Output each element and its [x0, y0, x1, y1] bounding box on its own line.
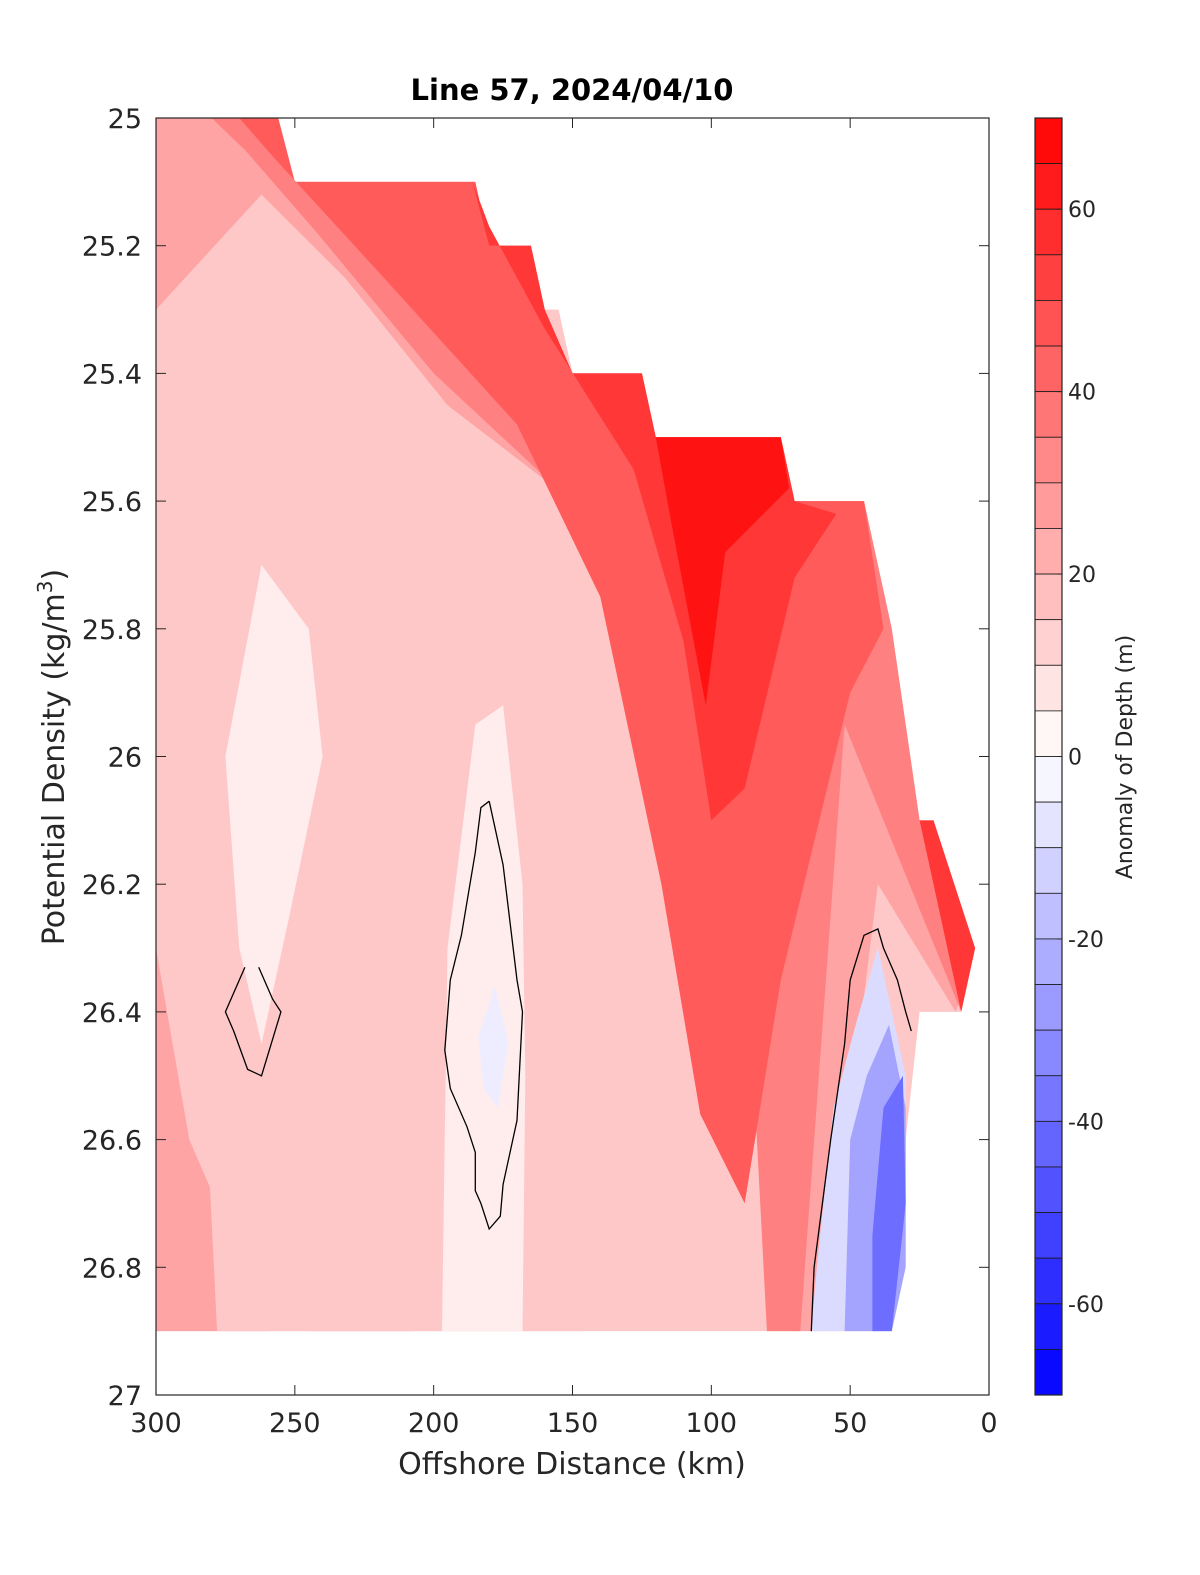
- colorbar-band: [1034, 391, 1063, 438]
- colorbar-tick-label: 40: [1068, 381, 1096, 406]
- colorbar: 60 40 20 0 -20 -40 -60: [1034, 117, 1104, 1396]
- contour-region-17: [872, 1075, 906, 1332]
- colorbar-band: [1034, 345, 1063, 393]
- contour-region-3: [156, 948, 268, 1332]
- y-tick-label: 27: [108, 1381, 142, 1412]
- colorbar-band: [1034, 847, 1063, 894]
- colorbar-band: [1034, 892, 1063, 940]
- contour-region-13: [178, 692, 209, 885]
- y-tick-label: 25.4: [82, 359, 142, 390]
- colorbar-tick-label: -60: [1068, 1293, 1104, 1318]
- colorbar-ticks: 60 40 20 0 -20 -40 -60: [1057, 198, 1104, 1318]
- y-tick-label: 26.4: [82, 998, 142, 1029]
- x-tick-label: 300: [130, 1408, 182, 1439]
- y-axis-label: Potential Density (kg/m3): [33, 569, 72, 945]
- colorbar-band: [1034, 710, 1063, 757]
- zero-contour-lines: [224, 800, 912, 1332]
- filled-contours: [156, 118, 976, 1332]
- colorbar-band: [1034, 1212, 1063, 1259]
- colorbar-bands: [1034, 117, 1063, 1396]
- y-tick-labels: 25 25.2 25.4 25.6 25.8 26 26.2 26.4 26.6 26.8 27: [82, 104, 142, 1412]
- plot-area: [155, 117, 990, 1396]
- y-tick-label: 25.2: [82, 232, 142, 263]
- contour-region-5: [211, 118, 976, 1332]
- y-axis-label-main: Potential Density (kg/m: [37, 593, 72, 945]
- colorbar-tick-label: 60: [1068, 198, 1096, 223]
- colorbar-tick-label: 0: [1068, 746, 1082, 771]
- x-tick-label: 50: [833, 1408, 867, 1439]
- contour-region-7: [472, 181, 837, 821]
- colorbar-band: [1034, 300, 1063, 347]
- x-tick-label: 0: [980, 1408, 997, 1439]
- colorbar-band: [1034, 984, 1063, 1031]
- colorbar-band: [1034, 482, 1063, 529]
- zero-contour-line-2: [444, 800, 524, 1231]
- contour-region-9: [655, 437, 790, 706]
- colorbar-frame: [1034, 117, 1063, 1396]
- colorbar-band: [1034, 254, 1063, 301]
- x-tick-label: 150: [547, 1408, 599, 1439]
- colorbar-band: [1034, 573, 1063, 621]
- x-tick-label: 250: [269, 1408, 321, 1439]
- x-tick-labels: 300 250 200 150 100 50 0: [130, 1408, 997, 1439]
- colorbar-band: [1034, 1348, 1063, 1396]
- x-tick-label: 200: [408, 1408, 460, 1439]
- colorbar-band: [1034, 1029, 1063, 1077]
- contour-region-6: [239, 118, 884, 1204]
- y-tick-label: 26.6: [82, 1126, 142, 1157]
- x-axis-label: Offshore Distance (km): [398, 1447, 746, 1482]
- colorbar-band: [1034, 1303, 1063, 1350]
- colorbar-band: [1034, 664, 1063, 712]
- colorbar-tick-label: -40: [1068, 1110, 1104, 1135]
- plot-frame: [155, 117, 990, 1396]
- colorbar-band: [1034, 163, 1063, 210]
- zero-contour-line-1: [224, 966, 282, 1077]
- colorbar-band: [1034, 1257, 1063, 1305]
- y-tick-label: 25: [108, 104, 142, 135]
- colorbar-label: Anomaly of Depth (m): [1113, 635, 1138, 879]
- colorbar-band: [1034, 1075, 1063, 1122]
- chart-title: Line 57, 2024/04/10: [411, 73, 734, 107]
- y-tick-label: 25.8: [82, 615, 142, 646]
- contour-region-12: [442, 705, 526, 1332]
- colorbar-band: [1034, 1166, 1063, 1213]
- colorbar-band: [1034, 208, 1063, 256]
- colorbar-band: [1034, 1120, 1063, 1168]
- y-axis-label-close: ): [37, 569, 72, 581]
- x-tick-label: 100: [686, 1408, 738, 1439]
- colorbar-band: [1034, 938, 1063, 985]
- y-tick-label: 26: [108, 743, 142, 774]
- y-tick-label: 26.8: [82, 1253, 142, 1284]
- colorbar-band: [1034, 528, 1063, 575]
- contour-region-11: [225, 564, 323, 1044]
- colorbar-band: [1034, 801, 1063, 849]
- colorbar-band: [1034, 756, 1063, 803]
- colorbar-tick-label: 20: [1068, 563, 1096, 588]
- zero-contour-line-3: [810, 927, 912, 1332]
- colorbar-tick-label: -20: [1068, 928, 1104, 953]
- y-tick-label: 26.2: [82, 870, 142, 901]
- colorbar-band: [1034, 619, 1063, 666]
- contour-region-14: [478, 986, 509, 1108]
- y-tick-label: 25.6: [82, 487, 142, 518]
- colorbar-band: [1034, 117, 1063, 165]
- y-axis-label-superscript: 3: [33, 580, 57, 593]
- colorbar-band: [1034, 436, 1063, 484]
- contour-region-8: [919, 820, 976, 1012]
